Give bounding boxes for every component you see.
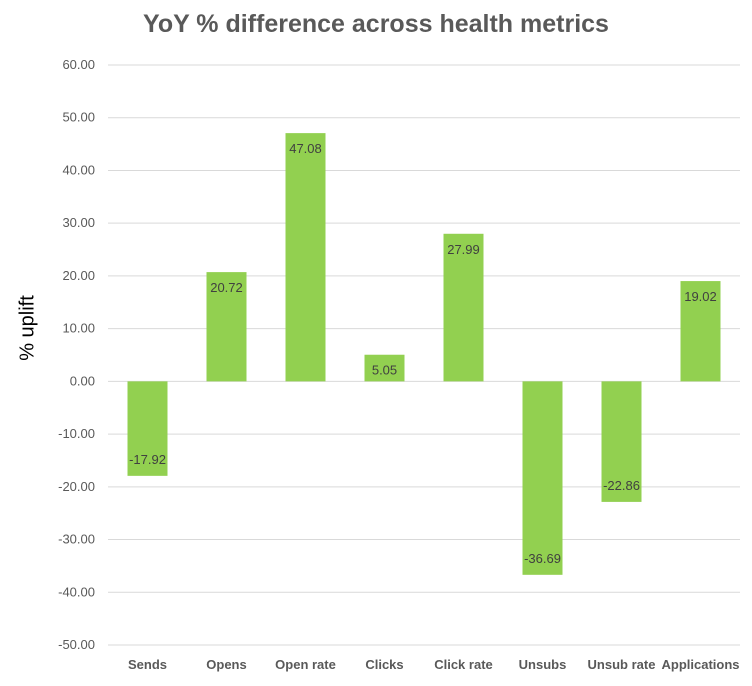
x-axis-categories: Sends Opens Open rate Clicks Click rate Unsub… xyxy=(128,657,740,672)
data-label: -17.92 xyxy=(129,452,166,467)
x-category-label: Unsubs xyxy=(519,657,567,672)
y-tick-label: 0.00 xyxy=(70,373,95,388)
bar-unsub-rate xyxy=(601,381,642,502)
x-category-label: Opens xyxy=(206,657,246,672)
x-category-label: Sends xyxy=(128,657,167,672)
y-tick-label: 60.00 xyxy=(62,57,95,72)
bar-open-rate xyxy=(285,133,326,382)
y-tick-label: 20.00 xyxy=(62,268,95,283)
x-category-label: Clicks xyxy=(365,657,403,672)
data-label: -36.69 xyxy=(524,551,561,566)
y-tick-label: 30.00 xyxy=(62,215,95,230)
bars xyxy=(127,133,721,575)
bar-sends xyxy=(127,381,168,476)
data-labels: -17.92 20.72 47.08 5.05 27.99 -36.69 -22.86 19.… xyxy=(129,141,717,566)
data-label: 20.72 xyxy=(210,280,243,295)
y-tick-label: 40.00 xyxy=(62,162,95,177)
data-label: 5.05 xyxy=(372,363,397,378)
y-tick-label: -20.00 xyxy=(58,479,95,494)
y-tick-label: 10.00 xyxy=(62,321,95,336)
x-category-label: Unsub rate xyxy=(588,657,656,672)
y-tick-label: -30.00 xyxy=(58,532,95,547)
data-label: 19.02 xyxy=(684,289,717,304)
data-label: 47.08 xyxy=(289,141,322,156)
data-label: -22.86 xyxy=(603,478,640,493)
y-tick-label: -50.00 xyxy=(58,637,95,652)
x-category-label: Click rate xyxy=(434,657,493,672)
chart-title: YoY % difference across health metrics xyxy=(143,10,609,38)
data-label: 27.99 xyxy=(447,242,480,257)
y-tick-label: 50.00 xyxy=(62,110,95,125)
bar-clicks xyxy=(364,354,405,382)
y-axis-ticks: 60.00 50.00 40.00 30.00 20.00 10.00 0.00 -10.00… xyxy=(58,57,95,652)
bar-click-rate xyxy=(443,233,484,382)
bar-unsubs xyxy=(522,381,563,575)
x-category-label: Applications xyxy=(661,657,739,672)
y-tick-label: -40.00 xyxy=(58,584,95,599)
bar-applications xyxy=(680,281,721,382)
x-category-label: Open rate xyxy=(275,657,336,672)
y-tick-label: -10.00 xyxy=(58,426,95,441)
gridlines xyxy=(108,64,740,646)
bar-opens xyxy=(206,272,247,382)
